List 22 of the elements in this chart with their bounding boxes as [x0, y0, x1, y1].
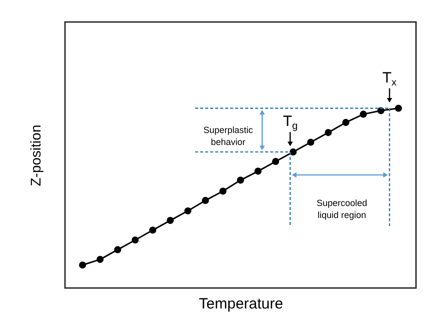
point [324, 129, 332, 136]
point [307, 138, 314, 146]
annotation: Superplastic behavior [203, 125, 254, 148]
point [132, 236, 139, 244]
point [236, 176, 244, 184]
point [202, 196, 209, 204]
point [254, 168, 262, 175]
y-axis-title: Z-position [28, 124, 44, 186]
point [290, 148, 297, 156]
point [394, 104, 402, 112]
point [342, 118, 350, 126]
point [79, 261, 86, 269]
point [149, 226, 156, 234]
annotation: Supercooled liquid region [316, 198, 368, 220]
point [96, 256, 104, 263]
point [272, 158, 280, 165]
point [219, 188, 226, 195]
point [360, 110, 367, 118]
point [114, 246, 122, 254]
point [166, 216, 174, 224]
x-axis-title: Temperature [198, 296, 284, 312]
point [184, 207, 192, 214]
